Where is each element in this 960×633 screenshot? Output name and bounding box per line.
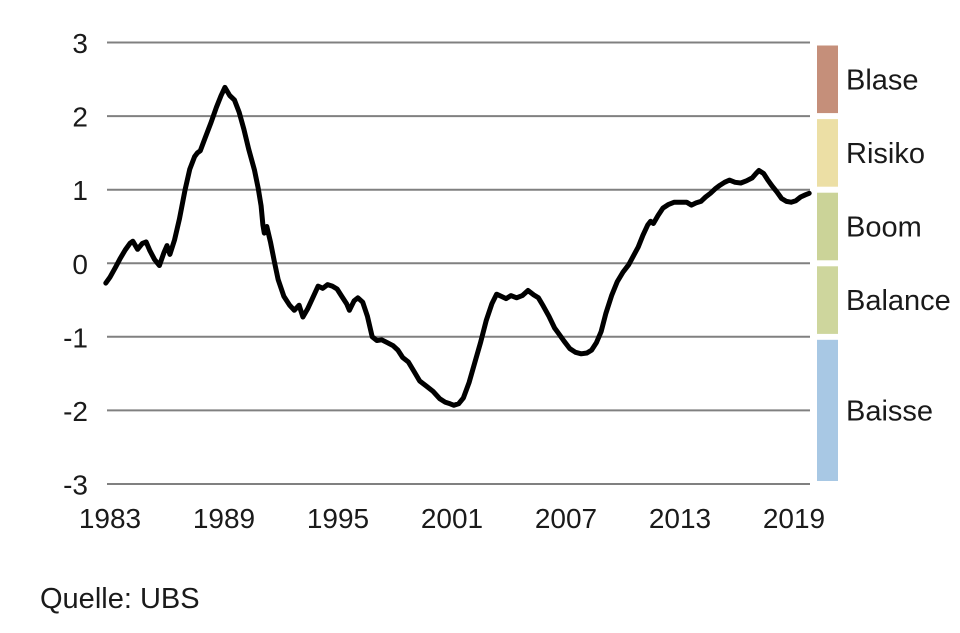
x-tick-label: 2007 [535,503,597,534]
x-tick-label: 2019 [763,503,825,534]
zone-label: Risiko [846,138,925,170]
zone-swatch [817,119,838,187]
x-axis-labels: 1983 1989 1995 2001 2007 2013 2019 [79,503,825,534]
zone-swatch [817,266,838,334]
y-tick-label: 2 [72,102,88,133]
zone-label: Boom [846,212,922,244]
y-tick-label: -2 [63,396,88,427]
y-tick-label: 3 [72,28,88,59]
y-axis-labels: 3 2 1 0 -1 -2 -3 [63,28,88,501]
x-tick-label: 1983 [79,503,141,534]
zone-label: Baisse [846,395,933,427]
x-tick-label: 2001 [421,503,483,534]
zone-label: Balance [846,285,951,317]
x-tick-label: 2013 [649,503,711,534]
zone-swatch [817,45,838,114]
source-note: Quelle: UBS [40,583,200,615]
y-tick-label: 1 [72,175,88,206]
y-tick-label: -3 [63,470,88,501]
index-line [103,84,812,408]
zone-swatch [817,339,838,481]
x-tick-label: 1995 [307,503,369,534]
gridlines [107,41,810,485]
zone-legend: Blase Risiko Boom Balance Baisse [817,45,951,481]
zone-swatch [817,192,838,261]
y-tick-label: 0 [72,249,88,280]
y-tick-label: -1 [63,322,88,353]
x-tick-label: 1989 [193,503,255,534]
zone-label: Blase [846,64,919,96]
